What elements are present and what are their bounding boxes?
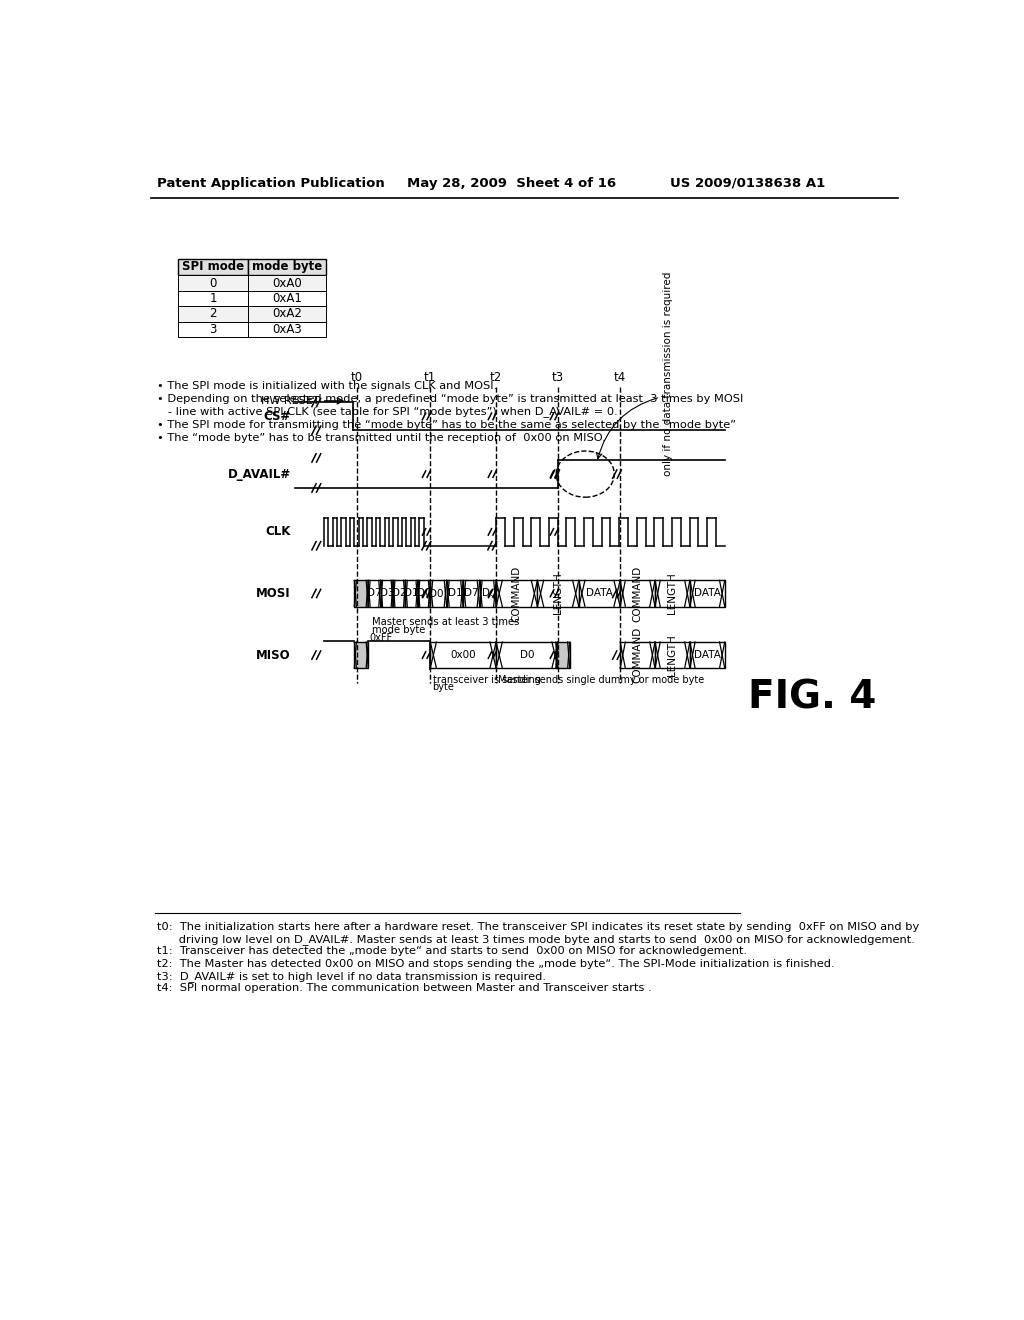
Bar bbox=[538, 581, 579, 607]
Bar bbox=[406, 581, 418, 607]
Text: D.: D. bbox=[482, 589, 494, 598]
Bar bbox=[248, 259, 326, 276]
Bar bbox=[248, 306, 326, 322]
Text: D3: D3 bbox=[380, 589, 394, 598]
Bar bbox=[621, 581, 655, 607]
Bar bbox=[496, 642, 558, 668]
Text: - line with active SPI CLK (see table for SPI “mode bytes”) when D_AVAIL# = 0.: - line with active SPI CLK (see table fo… bbox=[158, 407, 618, 417]
Text: 0xA0: 0xA0 bbox=[272, 277, 302, 289]
Bar bbox=[178, 290, 248, 306]
Text: D0: D0 bbox=[417, 589, 431, 598]
Text: LENGTH: LENGTH bbox=[553, 573, 563, 614]
Text: mode byte: mode byte bbox=[372, 624, 426, 635]
Text: FIG. 4: FIG. 4 bbox=[748, 678, 877, 717]
Bar bbox=[418, 581, 430, 607]
Text: byte: byte bbox=[432, 682, 455, 693]
Bar bbox=[248, 290, 326, 306]
Text: mode byte: mode byte bbox=[252, 260, 322, 273]
Bar bbox=[178, 259, 248, 276]
Text: • The SPI mode for transmitting the “mode byte” has to be the same as selected b: • The SPI mode for transmitting the “mod… bbox=[158, 420, 736, 430]
Text: t3:  D_AVAIL# is set to high level if no data transmission is required.: t3: D_AVAIL# is set to high level if no … bbox=[158, 970, 547, 982]
Text: t0: t0 bbox=[350, 371, 362, 384]
Text: D1: D1 bbox=[447, 589, 462, 598]
Text: t3: t3 bbox=[552, 371, 564, 384]
Text: 2: 2 bbox=[210, 308, 217, 321]
Text: t1: t1 bbox=[424, 371, 436, 384]
Text: D_AVAIL#: D_AVAIL# bbox=[227, 467, 291, 480]
Text: D7: D7 bbox=[464, 589, 479, 598]
Bar bbox=[655, 642, 690, 668]
Text: COMMAND: COMMAND bbox=[633, 627, 643, 684]
Bar bbox=[579, 581, 621, 607]
Text: t4:  SPI normal operation. The communication between Master and Transceiver star: t4: SPI normal operation. The communicat… bbox=[158, 983, 652, 994]
Text: Patent Application Publication: Patent Application Publication bbox=[158, 177, 385, 190]
Bar bbox=[248, 322, 326, 337]
Text: LENGTH: LENGTH bbox=[668, 573, 678, 614]
Text: May 28, 2009  Sheet 4 of 16: May 28, 2009 Sheet 4 of 16 bbox=[407, 177, 616, 190]
Text: US 2009/0138638 A1: US 2009/0138638 A1 bbox=[671, 177, 825, 190]
Text: driving low level on D_AVAIL#. Master sends at least 3 times mode byte and start: driving low level on D_AVAIL#. Master se… bbox=[158, 933, 915, 945]
Text: transceiver is sending: transceiver is sending bbox=[432, 675, 541, 685]
Text: 0: 0 bbox=[210, 277, 217, 289]
Text: 0xA1: 0xA1 bbox=[272, 292, 302, 305]
Text: t2:  The Master has detected 0x00 on MISO and stops sending the „mode byte“. The: t2: The Master has detected 0x00 on MISO… bbox=[158, 958, 836, 969]
Text: D1: D1 bbox=[404, 589, 419, 598]
Text: 3: 3 bbox=[210, 323, 217, 335]
Bar bbox=[178, 276, 248, 290]
Text: MISO: MISO bbox=[256, 648, 291, 661]
Text: • Depending on the selected mode, a predefined “mode byte” is transmitted at lea: • Depending on the selected mode, a pred… bbox=[158, 393, 743, 404]
Text: DATA: DATA bbox=[694, 649, 721, 660]
Text: 0xFF: 0xFF bbox=[369, 634, 392, 643]
Text: MOSI: MOSI bbox=[256, 587, 291, 601]
Text: D2: D2 bbox=[392, 589, 407, 598]
Text: COMMAND: COMMAND bbox=[633, 565, 643, 622]
Text: • The “mode byte” has to be transmitted until the reception of  0x00 on MISO.: • The “mode byte” has to be transmitted … bbox=[158, 433, 606, 444]
Text: only if no data transmission is required: only if no data transmission is required bbox=[663, 272, 673, 477]
Bar bbox=[393, 581, 406, 607]
Bar bbox=[446, 581, 463, 607]
Text: D0: D0 bbox=[520, 649, 535, 660]
Bar bbox=[369, 581, 381, 607]
Text: • The SPI mode is initialized with the signals CLK and MOSI.: • The SPI mode is initialized with the s… bbox=[158, 380, 498, 391]
Text: DATA: DATA bbox=[694, 589, 721, 598]
Text: t0:  The initialization starts here after a hardware reset. The transceiver SPI : t0: The initialization starts here after… bbox=[158, 921, 920, 932]
Text: t2: t2 bbox=[490, 371, 502, 384]
Bar bbox=[430, 581, 446, 607]
Bar bbox=[556, 642, 569, 668]
Bar bbox=[496, 581, 538, 607]
Text: 0xA2: 0xA2 bbox=[272, 308, 302, 321]
Text: Master sends single dummy or mode byte: Master sends single dummy or mode byte bbox=[499, 675, 705, 685]
Bar bbox=[354, 642, 369, 668]
Bar bbox=[690, 581, 725, 607]
Bar bbox=[430, 642, 496, 668]
Text: LENGTH: LENGTH bbox=[668, 634, 678, 676]
Text: COMMAND: COMMAND bbox=[512, 565, 522, 622]
Bar bbox=[479, 581, 496, 607]
Bar bbox=[381, 581, 393, 607]
Bar bbox=[621, 642, 655, 668]
Text: HW RESET: HW RESET bbox=[261, 396, 319, 407]
Bar bbox=[655, 581, 690, 607]
Bar bbox=[463, 581, 479, 607]
Text: DATA: DATA bbox=[586, 589, 613, 598]
Text: SPI mode: SPI mode bbox=[182, 260, 245, 273]
Bar bbox=[178, 322, 248, 337]
Text: Master sends at least 3 times: Master sends at least 3 times bbox=[372, 616, 519, 627]
Text: t4: t4 bbox=[614, 371, 627, 384]
Text: CS#: CS# bbox=[263, 409, 291, 422]
Text: D0|: D0| bbox=[429, 589, 447, 599]
Bar bbox=[178, 306, 248, 322]
Bar bbox=[248, 276, 326, 290]
Bar bbox=[354, 581, 369, 607]
Bar bbox=[690, 642, 725, 668]
Text: 0x00: 0x00 bbox=[451, 649, 476, 660]
Text: 1: 1 bbox=[210, 292, 217, 305]
Text: CLK: CLK bbox=[265, 525, 291, 539]
Text: 0xA3: 0xA3 bbox=[272, 323, 302, 335]
Text: t1:  Transceiver has detected the „mode byte“ and starts to send  0x00 on MISO f: t1: Transceiver has detected the „mode b… bbox=[158, 946, 748, 957]
Text: D7: D7 bbox=[368, 589, 382, 598]
